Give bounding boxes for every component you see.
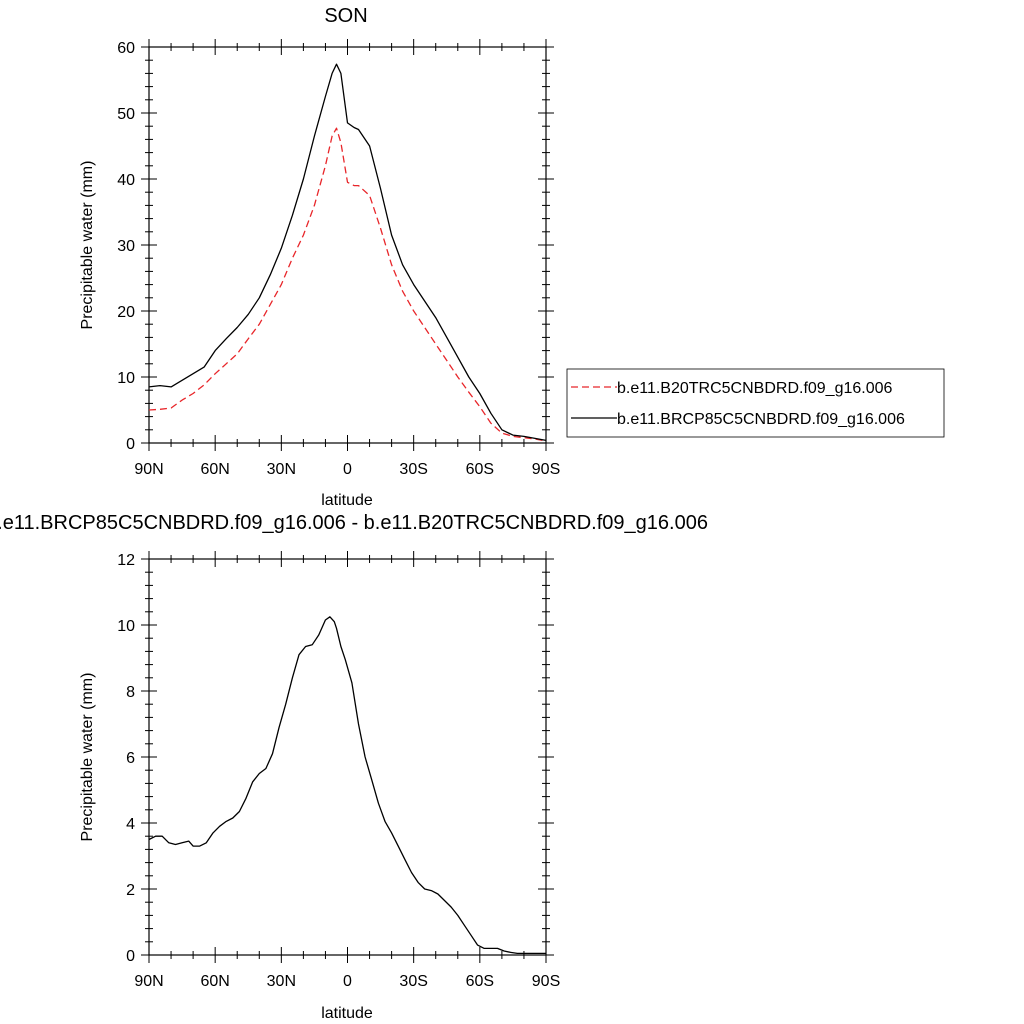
bottom-chart-title: b.e11.BRCP85C5CNBDRD.f09_g16.006 - b.e11… xyxy=(0,512,708,534)
top-panel: SON 0 10 20 30 40 50 60 90N 60N 30N 0 30S 60S 90S Pr… xyxy=(79,5,945,509)
bottom-x-axis: 90N 60N 30N 0 30S 60S 90S xyxy=(134,551,560,990)
legend-label-brcp85: b.e11.BRCP85C5CNBDRD.f09_g16.006 xyxy=(617,411,905,428)
y-tick-label: 4 xyxy=(126,816,135,833)
bottom-y-axis-label: Precipitable water (mm) xyxy=(79,673,96,842)
x-tick-label: 60S xyxy=(466,461,494,478)
top-chart-title: SON xyxy=(324,5,367,27)
y-tick-label: 10 xyxy=(117,618,135,635)
x-tick-label: 30N xyxy=(267,461,296,478)
x-tick-label: 0 xyxy=(343,461,352,478)
bottom-series-group xyxy=(148,616,546,955)
x-tick-label: 30N xyxy=(267,973,296,990)
top-x-axis-label: latitude xyxy=(321,492,373,509)
top-x-axis: 90N 60N 30N 0 30S 60S 90S xyxy=(134,39,560,478)
y-tick-label: 2 xyxy=(126,882,135,899)
top-series-group xyxy=(148,63,547,442)
x-tick-label: 90S xyxy=(532,461,560,478)
y-tick-label: 0 xyxy=(126,436,135,453)
y-tick-label: 12 xyxy=(117,552,135,569)
y-tick-label: 50 xyxy=(117,106,135,123)
y-tick-label: 20 xyxy=(117,304,135,321)
bottom-y-axis: 0 2 4 6 8 10 12 xyxy=(117,552,554,965)
y-tick-label: 6 xyxy=(126,750,135,767)
x-tick-label: 60N xyxy=(200,973,229,990)
bottom-plot-frame xyxy=(148,558,547,956)
series-line-1-0 xyxy=(148,616,546,955)
x-tick-label: 0 xyxy=(343,973,352,990)
x-tick-label: 30S xyxy=(399,973,427,990)
y-tick-label: 30 xyxy=(117,238,135,255)
legend-box xyxy=(566,368,945,438)
y-tick-label: 60 xyxy=(117,40,135,57)
y-tick-label: 10 xyxy=(117,370,135,387)
bottom-x-axis-label: latitude xyxy=(321,1005,373,1022)
x-tick-label: 60N xyxy=(200,461,229,478)
x-tick-label: 90N xyxy=(134,461,163,478)
legend-label-b20trc: b.e11.B20TRC5CNBDRD.f09_g16.006 xyxy=(617,380,893,397)
top-plot-frame xyxy=(148,46,547,444)
x-tick-label: 90N xyxy=(134,973,163,990)
legend: b.e11.B20TRC5CNBDRD.f09_g16.006 b.e11.BR… xyxy=(566,368,945,438)
y-tick-label: 0 xyxy=(126,948,135,965)
x-tick-label: 30S xyxy=(399,461,427,478)
x-tick-label: 60S xyxy=(466,973,494,990)
y-tick-label: 40 xyxy=(117,172,135,189)
y-tick-label: 8 xyxy=(126,684,135,701)
bottom-panel: b.e11.BRCP85C5CNBDRD.f09_g16.006 - b.e11… xyxy=(0,512,708,1022)
series-line-0-1 xyxy=(148,63,547,442)
x-tick-label: 90S xyxy=(532,973,560,990)
series-line-0-0 xyxy=(148,127,547,442)
top-y-axis-label: Precipitable water (mm) xyxy=(79,161,96,330)
top-y-axis: 0 10 20 30 40 50 60 xyxy=(117,40,554,453)
